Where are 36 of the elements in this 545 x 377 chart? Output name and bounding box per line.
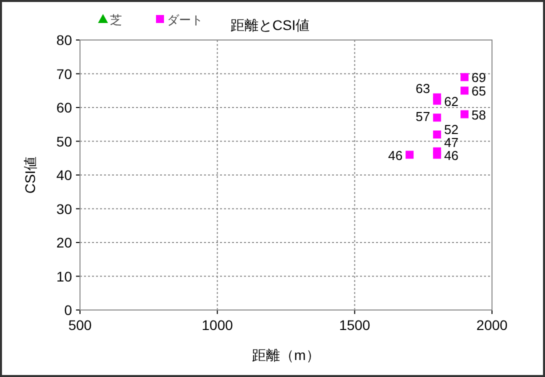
point bbox=[460, 73, 469, 82]
data-label: 63 bbox=[416, 80, 430, 96]
legend-label: ダート bbox=[167, 13, 203, 27]
data-label: 52 bbox=[444, 122, 459, 137]
x-tick-label: 1000 bbox=[202, 317, 234, 333]
y-tick-label: 30 bbox=[56, 200, 72, 217]
data-label: 46 bbox=[444, 148, 459, 163]
x-tick-label: 2000 bbox=[476, 317, 508, 333]
y-axis-title: CSI値 bbox=[22, 156, 38, 194]
y-tick-label: 10 bbox=[56, 268, 72, 284]
x-axis-title: 距離（m） bbox=[252, 347, 320, 363]
point bbox=[433, 93, 442, 102]
chart-title: 距離とCSI値 bbox=[230, 17, 310, 33]
data-label: 46 bbox=[388, 148, 403, 163]
point bbox=[406, 150, 414, 159]
data-label: 47 bbox=[444, 134, 459, 150]
point bbox=[433, 114, 442, 122]
x-tick-label: 1500 bbox=[339, 317, 370, 333]
point bbox=[433, 130, 442, 138]
y-tick-label: 80 bbox=[56, 32, 72, 48]
y-tick-label: 40 bbox=[56, 167, 72, 183]
data-label: 62 bbox=[444, 94, 459, 109]
y-tick-label: 50 bbox=[56, 133, 72, 150]
point bbox=[460, 86, 469, 95]
data-label: 57 bbox=[416, 108, 430, 124]
legend-label: 芝 bbox=[110, 13, 122, 27]
y-tick-label: 60 bbox=[56, 100, 72, 116]
data-label: 69 bbox=[472, 70, 486, 86]
y-tick-label: 0 bbox=[64, 302, 72, 318]
data-label: 58 bbox=[472, 107, 486, 122]
x-tick-label: 500 bbox=[68, 317, 92, 333]
y-tick-label: 20 bbox=[56, 234, 72, 250]
y-tick-label: 70 bbox=[56, 66, 72, 82]
point bbox=[433, 147, 442, 156]
point bbox=[460, 110, 469, 118]
data-label: 65 bbox=[472, 84, 486, 99]
